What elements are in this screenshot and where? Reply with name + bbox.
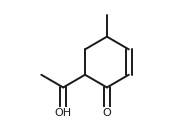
Text: OH: OH	[55, 108, 72, 118]
Text: O: O	[103, 108, 111, 118]
